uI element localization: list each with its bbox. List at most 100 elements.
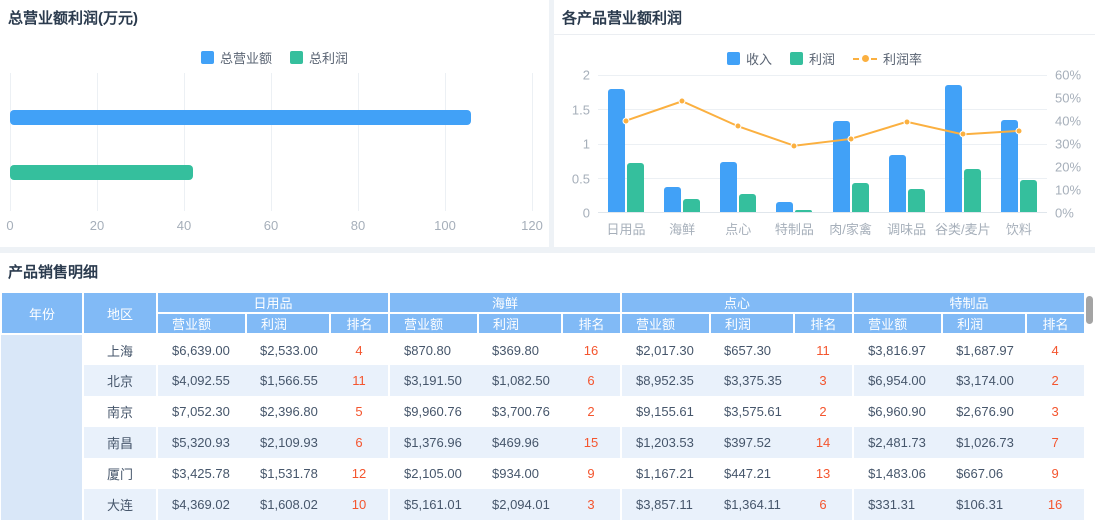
legend-label: 总营业额 [219,50,272,66]
sub-header-营业额[interactable]: 营业额 [620,312,712,335]
vertical-scrollbar-thumb[interactable] [1086,296,1093,324]
legend-label: 利润 [808,51,835,67]
profit-bar[interactable] [1019,179,1037,212]
profit-bar[interactable] [963,168,981,212]
profit-cell: $1,364.11 [710,489,795,520]
sub-header-排名[interactable]: 排名 [329,312,390,335]
revenue-cell: $3,191.50 [389,365,478,396]
category-label: 谷类/麦片 [935,222,991,237]
sub-header-排名[interactable]: 排名 [1025,312,1087,335]
group-header-海鲜[interactable]: 海鲜 [387,291,623,314]
bar-group-特制品 [766,75,822,212]
profit-cell: $2,396.80 [260,404,318,419]
rank-cell: 12 [330,458,390,489]
table-row-上海: 上海 $6,639.00 $2,533.00 4 $870.80 $369.80 16 $2,… [1,334,1087,520]
sub-header-排名[interactable]: 排名 [793,312,855,335]
gridline [358,73,359,211]
profit-cell: $667.06 [956,466,1004,481]
x-tick-label: 40 [176,218,192,233]
profit-bar[interactable] [851,183,869,212]
left-axis-tick: 0 [582,205,590,221]
group-header-日用品[interactable]: 日用品 [156,291,390,314]
region-column-header[interactable]: 地区 [82,291,158,335]
left-axis-tick: 1.5 [571,102,590,117]
profit-cell: $447.21 [724,466,772,481]
revenue-cell: $6,960.90 [868,404,926,419]
total-revenue-bar[interactable] [10,110,472,125]
rank-cell: 2 [1026,365,1087,396]
category-label: 调味品 [887,222,927,237]
profit-bar[interactable] [739,193,757,212]
income-bar[interactable] [1000,119,1018,212]
profit-bar[interactable] [795,209,813,212]
table-body: 上海 $6,639.00 $2,533.00 4 $870.80 $369.80 16 $2,… [1,334,1087,520]
combo-chart-plot[interactable] [598,75,1047,213]
product-sales-detail-section: 产品销售明细 年份 地区 日用品 海鲜 点心 特制品 营业额 利润 排名 营业额 利润 排名 营业额 利润… [0,253,1095,520]
rank-cell: 11 [330,365,390,396]
line-legend-icon [853,54,877,62]
sub-header-利润[interactable]: 利润 [245,312,331,335]
gridline [598,109,1047,111]
profit-bar[interactable] [907,189,925,212]
bar-group-海鲜 [654,75,710,212]
profit-rate-point[interactable] [790,142,798,150]
income-bar[interactable] [944,85,962,212]
profit-cell: $3,174.00 [942,365,1027,396]
sub-header-利润[interactable]: 利润 [477,312,563,335]
profit-rate-point[interactable] [1015,127,1023,135]
total-revenue-profit-chart[interactable] [10,73,533,211]
rank-cell: 3 [562,489,623,520]
legend-item-利润率[interactable]: 利润率 [853,49,922,68]
revenue-cell: $8,952.35 [621,365,711,396]
sub-header-营业额[interactable]: 营业额 [156,312,247,335]
region-cell: 南京 [83,396,158,427]
rank-cell: 15 [562,427,623,458]
table-title: 产品销售明细 [8,264,99,281]
profit-rate-point[interactable] [734,122,742,130]
sub-header-利润[interactable]: 利润 [709,312,796,335]
income-bar[interactable] [664,186,682,212]
profit-cell: $2,533.00 [260,342,318,358]
region-cell: 大连 [83,489,158,520]
revenue-cell: $3,816.97 [868,342,926,358]
product-sales-table: 年份 地区 日用品 海鲜 点心 特制品 营业额 利润 排名 营业额 利润 排名 营业额 利润 排名 营业额 利润… [0,291,1087,520]
year-column-header[interactable]: 年份 [0,291,84,335]
profit-bar[interactable] [683,199,701,212]
profit-bar[interactable] [627,163,645,212]
profit-rate-point[interactable] [847,135,855,143]
income-bar[interactable] [776,201,794,212]
profit-rate-line [598,75,1047,212]
income-bar[interactable] [832,120,850,212]
income-bar[interactable] [888,155,906,212]
legend-item-总营业额[interactable]: 总营业额 [200,48,272,67]
legend-item-利润[interactable]: 利润 [789,49,835,68]
rank-cell: 11 [794,334,855,365]
group-header-点心[interactable]: 点心 [620,291,855,314]
revenue-cell: $3,857.11 [621,489,711,520]
right-axis-tick: 60% [1055,67,1082,83]
legend-item-收入[interactable]: 收入 [726,49,772,68]
sub-header-营业额[interactable]: 营业额 [388,312,479,335]
profit-rate-point[interactable] [959,130,967,138]
table-row-南昌: 南昌 $5,320.93 $2,109.93 6 $1,376.96 $469.96 15 $… [1,427,1087,458]
legend-item-总利润[interactable]: 总利润 [290,48,348,67]
gridline [532,73,533,211]
table-row-大连: 大连 $4,369.02 $1,608.02 10 $5,161.01 $2,094.01… [1,489,1087,520]
category-axis: 日用品 海鲜 点心 特制品 肉/家禽 调味品 谷类/麦片 饮料 [598,219,1047,238]
profit-rate-point[interactable] [678,97,686,105]
rank-cell: 3 [794,365,855,396]
profit-rate-point[interactable] [622,117,630,125]
region-cell: 厦门 [83,458,158,489]
rank-cell: 14 [794,427,855,458]
legend-swatch [290,50,303,64]
combo-chart: 2 1.5 1 0.5 0 60% 50% 40% 30% 20% 10% 0% [554,68,1095,221]
total-profit-bar[interactable] [10,165,193,180]
income-bar[interactable] [608,88,626,212]
sub-header-营业额[interactable]: 营业额 [852,312,944,335]
group-header-特制品[interactable]: 特制品 [852,291,1087,314]
profit-rate-point[interactable] [903,118,911,126]
sub-header-排名[interactable]: 排名 [560,312,623,335]
income-bar[interactable] [720,162,738,212]
sub-header-利润[interactable]: 利润 [941,312,1028,335]
horizontal-divider [0,247,1095,253]
